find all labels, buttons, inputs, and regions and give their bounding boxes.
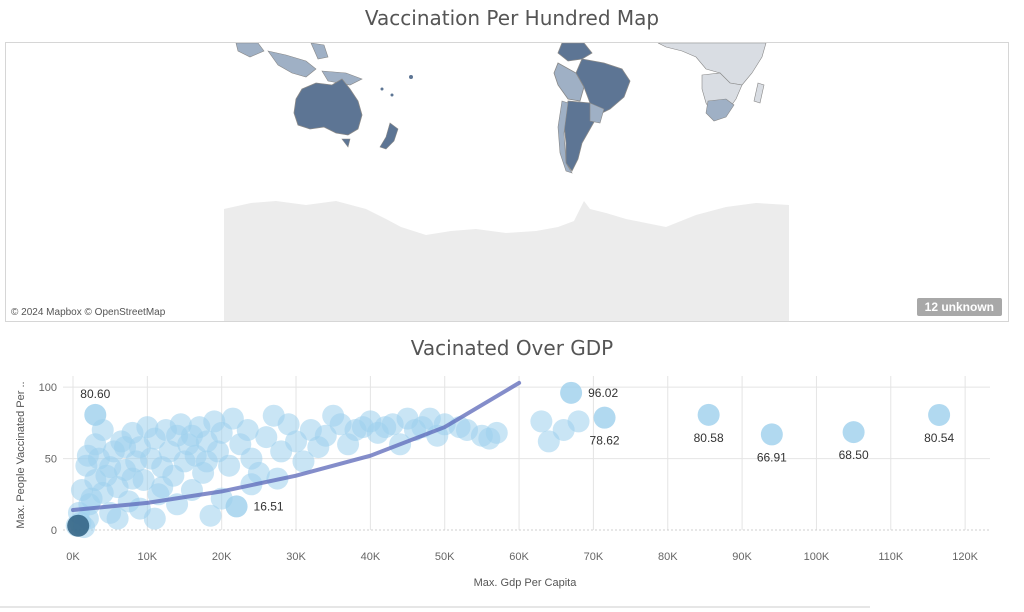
data-point-labeled[interactable] bbox=[593, 406, 616, 429]
map-australia[interactable] bbox=[293, 78, 363, 136]
y-tick-label: 100 bbox=[39, 382, 57, 394]
scatter-title: Vacinated Over GDP bbox=[410, 336, 614, 360]
y-tick-label: 0 bbox=[51, 525, 57, 537]
data-point[interactable] bbox=[143, 507, 166, 530]
map-title: Vaccination Per Hundred Map bbox=[364, 6, 660, 30]
data-point[interactable] bbox=[292, 450, 315, 473]
data-point-labeled[interactable] bbox=[928, 403, 951, 426]
map-pacific-island[interactable] bbox=[390, 93, 394, 97]
data-point-labeled[interactable] bbox=[697, 403, 720, 426]
map-northern-south-america[interactable] bbox=[557, 43, 593, 62]
map-canvas[interactable] bbox=[6, 43, 1008, 321]
grid-lines bbox=[63, 376, 990, 531]
x-tick-label: 60K bbox=[509, 551, 529, 563]
x-tick-label: 110K bbox=[878, 551, 904, 563]
map-pacific-island[interactable] bbox=[409, 75, 413, 79]
data-point[interactable] bbox=[236, 419, 259, 441]
data-point-labeled[interactable] bbox=[84, 403, 107, 426]
x-tick-label: 30K bbox=[286, 551, 306, 563]
x-tick-label: 70K bbox=[584, 551, 604, 563]
data-label: 78.62 bbox=[590, 434, 620, 448]
data-point[interactable] bbox=[76, 444, 99, 467]
data-point[interactable] bbox=[567, 410, 590, 433]
x-tick-label: 100K bbox=[804, 551, 830, 563]
data-point[interactable] bbox=[255, 426, 278, 449]
map-madagascar[interactable] bbox=[753, 82, 765, 104]
map-top-left-coast[interactable] bbox=[235, 43, 265, 58]
x-tick-label: 80K bbox=[658, 551, 678, 563]
data-point[interactable] bbox=[180, 424, 203, 447]
data-label: 68.50 bbox=[839, 448, 869, 462]
data-point[interactable] bbox=[114, 436, 137, 459]
map-pacific-island[interactable] bbox=[380, 87, 384, 91]
data-label: 96.02 bbox=[588, 386, 618, 400]
data-point-labeled[interactable] bbox=[225, 495, 248, 518]
data-point[interactable] bbox=[121, 467, 144, 490]
data-point-labeled[interactable] bbox=[842, 421, 865, 444]
data-point[interactable] bbox=[285, 430, 308, 453]
data-label: 66.91 bbox=[757, 450, 787, 464]
x-axis-title: Max. Gdp Per Capita bbox=[474, 577, 578, 589]
data-label: 80.60 bbox=[80, 387, 110, 401]
y-axis-title: Max. People Vaccinated Per .. bbox=[15, 381, 27, 528]
axes: 0K 10K 20K 30K 40K 50K 60K 70K 80K 90K 100K 110K 120… bbox=[39, 382, 979, 563]
map-uruguay-paraguay[interactable] bbox=[589, 102, 605, 124]
data-label: 16.51 bbox=[254, 499, 284, 513]
map-antarctica[interactable] bbox=[224, 201, 789, 321]
map-indonesia[interactable] bbox=[267, 50, 317, 78]
x-tick-label: 120K bbox=[952, 551, 978, 563]
data-point-labeled[interactable] bbox=[760, 423, 783, 446]
data-point[interactable] bbox=[485, 421, 508, 444]
x-tick-label: 40K bbox=[361, 551, 381, 563]
trend-line bbox=[71, 380, 522, 512]
scatter-plot[interactable]: 80.60 16.51 96.02 78.62 80.58 66.91 68.50 80.54… bbox=[0, 360, 1024, 600]
map-new-zealand[interactable] bbox=[379, 122, 399, 150]
map-chile[interactable] bbox=[557, 100, 573, 174]
data-labels: 80.60 16.51 96.02 78.62 80.58 66.91 68.50 80.54 bbox=[80, 386, 954, 514]
data-point[interactable] bbox=[99, 456, 122, 479]
data-point[interactable] bbox=[151, 476, 174, 499]
map-peru-bolivia[interactable] bbox=[553, 62, 585, 102]
map-view[interactable]: © 2024 Mapbox © OpenStreetMap 12 unknown bbox=[5, 42, 1009, 322]
data-points[interactable] bbox=[65, 381, 951, 539]
map-south-africa[interactable] bbox=[705, 98, 735, 122]
x-tick-label: 10K bbox=[138, 551, 158, 563]
data-point[interactable] bbox=[199, 504, 222, 527]
data-label: 80.58 bbox=[694, 431, 724, 445]
data-point[interactable] bbox=[218, 454, 241, 477]
map-philippines[interactable] bbox=[310, 43, 329, 60]
dense-cluster-point[interactable] bbox=[67, 514, 90, 537]
data-point-labeled[interactable] bbox=[560, 381, 583, 404]
data-point[interactable] bbox=[221, 407, 244, 430]
data-point[interactable] bbox=[195, 450, 218, 473]
map-new-guinea[interactable] bbox=[321, 70, 363, 86]
x-tick-label: 50K bbox=[435, 551, 455, 563]
data-point[interactable] bbox=[277, 413, 300, 436]
data-label: 80.54 bbox=[924, 431, 954, 445]
y-tick-label: 50 bbox=[45, 454, 57, 466]
data-point[interactable] bbox=[537, 430, 560, 453]
map-attribution[interactable]: © 2024 Mapbox © OpenStreetMap bbox=[11, 307, 166, 318]
x-tick-label: 90K bbox=[732, 551, 752, 563]
x-tick-label: 20K bbox=[212, 551, 232, 563]
data-point[interactable] bbox=[530, 410, 553, 433]
unknown-locations-badge[interactable]: 12 unknown bbox=[916, 298, 1002, 316]
data-point[interactable] bbox=[314, 424, 337, 447]
data-point[interactable] bbox=[106, 507, 129, 530]
map-tasmania[interactable] bbox=[341, 138, 351, 148]
divider bbox=[0, 606, 870, 608]
x-tick-label: 0K bbox=[66, 551, 80, 563]
